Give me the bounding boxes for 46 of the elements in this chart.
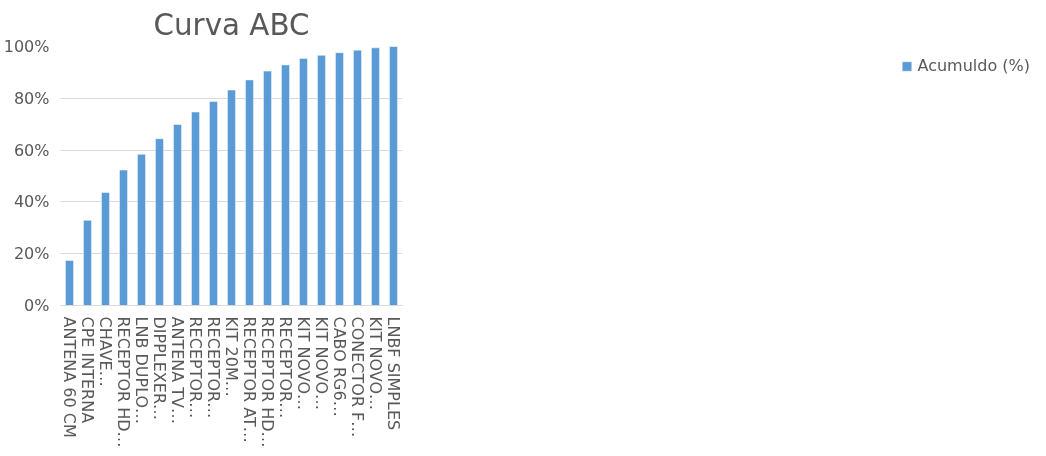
y-tick-label: 80% xyxy=(13,88,50,108)
bar xyxy=(263,70,272,306)
bar xyxy=(317,55,326,306)
x-tick-label: LNBF SIMPLES xyxy=(384,316,403,431)
bar xyxy=(101,192,110,306)
x-tick-label: RECEPTOR HD… xyxy=(114,316,133,448)
y-tick-label: 0% xyxy=(24,296,50,315)
bar xyxy=(173,124,182,306)
x-tick-label: KIT NOVO… xyxy=(366,316,385,411)
bar xyxy=(353,49,362,306)
x-tick-label: CHAVE… xyxy=(96,316,115,387)
bar xyxy=(155,138,164,306)
bar xyxy=(245,79,254,306)
x-tick-label: ANTENA TV… xyxy=(168,316,187,425)
bar xyxy=(227,89,236,306)
x-tick-label: KIT NOVO… xyxy=(312,316,331,411)
bar xyxy=(335,52,344,306)
bar xyxy=(65,260,74,306)
bar xyxy=(299,58,308,306)
x-tick-label: CPE INTERNA xyxy=(78,316,97,424)
x-tick-label: RECEPTOR HD… xyxy=(258,316,277,448)
x-tick-label: DIPPLEXER… xyxy=(150,316,169,421)
x-tick-label: CABO RG6… xyxy=(330,316,349,417)
bar xyxy=(281,64,290,306)
x-tick-label: CONECTOR F… xyxy=(348,316,367,438)
x-tick-label: RECEPTOR… xyxy=(276,316,295,419)
bar xyxy=(83,220,92,306)
y-tick-label: 40% xyxy=(13,192,50,212)
chart-title: Curva ABC xyxy=(153,7,310,42)
x-tick-label: ANTENA 60 CM xyxy=(60,316,79,438)
bar xyxy=(191,111,200,306)
y-tick-label: 100% xyxy=(3,37,50,56)
x-tick-label: LNB DUPLO… xyxy=(132,316,151,425)
y-tick-label: 60% xyxy=(13,140,50,160)
y-tick-label: 20% xyxy=(13,244,50,264)
bar xyxy=(209,101,218,306)
x-tick-label: RECEPTOR… xyxy=(186,316,205,419)
x-tick-label: RECEPTOR… xyxy=(204,316,223,419)
bar xyxy=(137,153,146,306)
bar xyxy=(119,169,128,306)
x-tick-label: KIT NOVO… xyxy=(294,316,313,411)
x-tick-label: RECEPTOR AT… xyxy=(240,316,259,443)
bar xyxy=(389,46,398,306)
bar xyxy=(371,47,380,306)
x-tick-label: KIT 20M… xyxy=(222,316,241,397)
legend-label: Acumuldo (%) xyxy=(917,56,1030,75)
